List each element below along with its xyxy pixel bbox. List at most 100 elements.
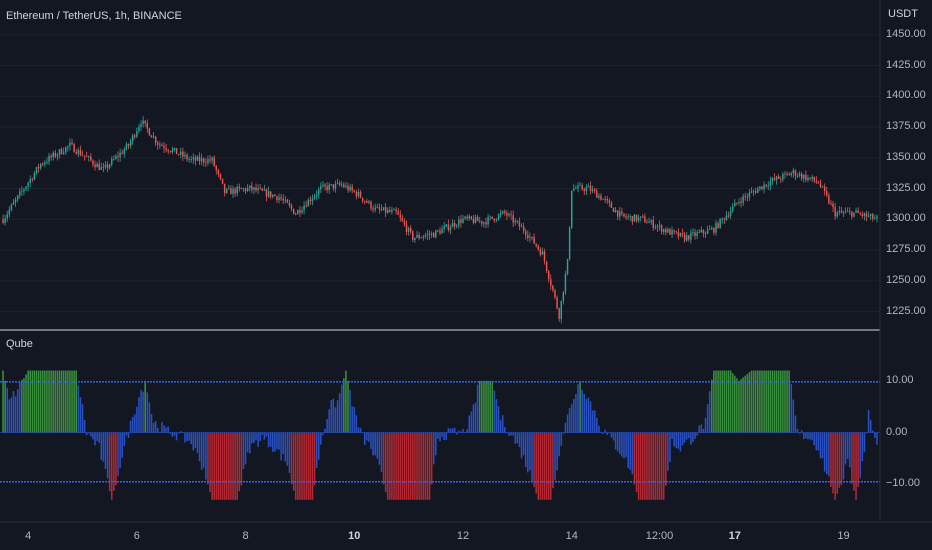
qube-bar xyxy=(246,432,249,453)
qube-bar xyxy=(422,432,425,500)
candle-body xyxy=(698,231,700,233)
qube-bar xyxy=(859,432,862,478)
candle-body xyxy=(752,191,755,193)
candle-body xyxy=(31,178,34,180)
candle-body xyxy=(108,164,111,168)
qube-bar xyxy=(508,432,510,436)
qube-bar xyxy=(717,370,719,433)
qube-bar xyxy=(637,432,640,500)
qube-bar xyxy=(313,432,316,486)
qube-bar xyxy=(491,380,494,433)
candle-body xyxy=(21,191,23,192)
qube-bar xyxy=(73,370,75,433)
qube-bar xyxy=(748,372,751,433)
qube-bar xyxy=(543,432,546,500)
qube-bar xyxy=(577,384,579,433)
qube-bar xyxy=(167,426,169,433)
candle-body xyxy=(219,173,222,179)
qube-bar xyxy=(41,370,44,433)
candle-body xyxy=(773,178,776,180)
candle-body xyxy=(213,157,215,167)
candle-body xyxy=(115,156,117,159)
candle-body xyxy=(374,207,376,210)
candle-body xyxy=(19,191,21,196)
candle-body xyxy=(395,209,397,212)
candle-body xyxy=(855,210,857,213)
qube-bar xyxy=(29,370,32,433)
qube-bar xyxy=(857,432,859,487)
candle-body xyxy=(299,210,301,213)
candle-body xyxy=(119,152,121,158)
qube-bar xyxy=(351,406,353,433)
candle-body xyxy=(104,164,107,168)
qube-bar xyxy=(106,432,109,479)
candle-body xyxy=(700,229,703,232)
indicator-tick-label: 10.00 xyxy=(886,373,914,386)
indicator-tick-label: 0.00 xyxy=(886,425,908,438)
qube-bar xyxy=(545,432,548,500)
candle-body xyxy=(144,120,146,124)
candle-body xyxy=(437,230,439,232)
candle-body xyxy=(129,141,132,146)
qube-bar xyxy=(378,432,381,465)
qube-bar xyxy=(846,432,849,460)
candle-body xyxy=(259,188,261,190)
candle-body xyxy=(399,214,402,218)
candle-body xyxy=(265,189,268,197)
candle-body xyxy=(466,216,468,219)
candle-body xyxy=(708,229,711,230)
qube-bar xyxy=(127,432,130,438)
candle-body xyxy=(412,231,414,240)
qube-bar xyxy=(487,380,489,433)
candle-body xyxy=(635,214,638,221)
qube-bar xyxy=(10,397,13,433)
candle-body xyxy=(717,223,719,228)
qube-bar xyxy=(765,370,767,433)
candle-body xyxy=(251,185,253,190)
candle-body xyxy=(380,209,383,211)
candle-body xyxy=(598,195,600,198)
candle-body xyxy=(152,136,155,138)
candle-body xyxy=(142,120,144,125)
candle-body xyxy=(727,215,730,217)
qube-bar xyxy=(512,432,514,436)
candle-body xyxy=(652,220,654,228)
qube-bar xyxy=(642,432,644,500)
qube-bar xyxy=(332,398,335,433)
qube-bar xyxy=(685,432,688,440)
candle-body xyxy=(853,212,855,217)
candle-body xyxy=(608,200,611,203)
price-tick-label: 1375.00 xyxy=(886,120,926,133)
candle-body xyxy=(407,228,410,233)
qube-bar xyxy=(104,432,107,469)
candle-body xyxy=(177,154,180,155)
qube-bar xyxy=(255,432,257,441)
candle-body xyxy=(169,151,172,152)
candle-body xyxy=(729,211,732,217)
candle-body xyxy=(736,202,738,204)
candle-body xyxy=(836,212,838,217)
qube-bar xyxy=(380,432,383,473)
candle-body xyxy=(83,155,86,157)
candle-body xyxy=(131,135,134,142)
candle-body xyxy=(449,227,452,231)
candle-body xyxy=(734,202,736,207)
candle-body xyxy=(794,170,797,177)
candle-body xyxy=(518,221,521,227)
qube-bar xyxy=(612,432,615,441)
candle-body xyxy=(694,232,696,236)
qube-bar xyxy=(2,370,4,433)
candle-body xyxy=(811,176,813,179)
qube-bar xyxy=(242,432,245,470)
candle-body xyxy=(56,154,59,157)
candle-body xyxy=(782,173,784,180)
qube-bar xyxy=(353,407,356,433)
qube-bar xyxy=(108,432,111,492)
qube-bar xyxy=(426,432,429,500)
qube-threshold-lines xyxy=(0,381,880,483)
candle-body xyxy=(483,222,485,224)
candle-body xyxy=(529,236,531,238)
x-tick-label: 17 xyxy=(728,530,741,542)
candle-body xyxy=(662,229,665,232)
candle-body xyxy=(619,211,621,217)
